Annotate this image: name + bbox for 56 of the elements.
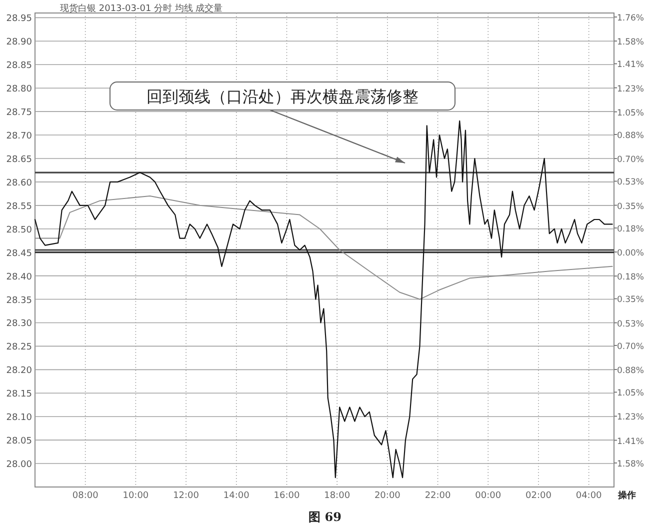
y-tick-label: 28.00 <box>6 460 32 470</box>
y-tick-label: 28.85 <box>6 61 32 72</box>
y-tick-label: 28.90 <box>6 38 32 48</box>
annotation: 回到颈线（口沿处）再次横盘震荡修整 <box>146 87 418 106</box>
y-tick-label: 28.75 <box>6 108 32 118</box>
y-tick-label: 28.45 <box>6 248 32 259</box>
y2-tick-label: 0.18% <box>617 272 644 283</box>
y-tick-label: 28.40 <box>6 272 32 282</box>
y2-tick-label: 1.05% <box>617 388 644 399</box>
y-tick-label: 28.60 <box>6 178 32 188</box>
y2-tick-label: 0.00% <box>617 248 644 259</box>
y-tick-label: 28.55 <box>6 202 32 212</box>
y-tick-label: 28.50 <box>6 225 32 236</box>
y2-tick-label: 0.88% <box>617 131 644 142</box>
x-tick-label: 22:00 <box>424 491 452 501</box>
x-tick-label: 08:00 <box>72 491 99 501</box>
y-tick-label: 28.25 <box>6 342 32 353</box>
y2-tick-label: 1.58% <box>617 38 644 48</box>
y-tick-label: 28.80 <box>6 84 32 95</box>
y2-tick-label: 1.23% <box>617 412 644 423</box>
y2-tick-label: 1.41% <box>617 436 644 447</box>
y2-tick-label: 1.41% <box>617 60 644 70</box>
x-tick-label: 12:00 <box>173 491 200 501</box>
y2-tick-label: 0.70% <box>617 155 644 166</box>
x-tick-label: 00:00 <box>475 491 502 501</box>
y2-tick-label: 1.76% <box>617 14 644 24</box>
y-tick-label: 28.20 <box>6 366 32 376</box>
text: 操作 <box>617 490 636 501</box>
y2-tick-label: 1.05% <box>617 108 644 118</box>
y-tick-label: 28.95 <box>6 14 32 24</box>
y-tick-label: 28.15 <box>6 390 32 400</box>
y-tick-label: 28.05 <box>6 436 32 447</box>
line-series <box>34 120 613 478</box>
y2-tick-label: 1.58% <box>617 459 644 470</box>
y-tick-label: 28.70 <box>6 132 32 142</box>
x-tick-label: 14:00 <box>223 491 250 501</box>
x-tick-label: 16:00 <box>274 491 300 501</box>
y2-tick-label: 0.70% <box>617 342 644 352</box>
y2-tick-label: 0.88% <box>617 366 644 376</box>
x-tick-label: 10:00 <box>122 491 149 501</box>
y2-tick-label: 0.53% <box>617 178 644 188</box>
caption: 图 69 <box>308 510 342 524</box>
y-tick-label: 28.65 <box>6 154 32 165</box>
y2-tick-label: 0.35% <box>617 295 644 306</box>
y2-tick-label: 0.18% <box>617 224 644 234</box>
y-tick-label: 28.10 <box>6 413 32 424</box>
y2-tick-label: 0.35% <box>617 202 644 212</box>
x-tick-label: 20:00 <box>374 491 401 501</box>
y-tick-label: 28.30 <box>6 319 32 330</box>
x-tick-label: 18:00 <box>324 491 350 501</box>
chart-title: 现货白银 2013-03-01 分时 均线 成交量 <box>60 3 223 14</box>
y-tick-label: 28.35 <box>6 296 32 306</box>
x-tick-label: 02:00 <box>526 491 552 501</box>
y2-tick-label: 0.53% <box>617 319 644 330</box>
x-tick-label: 04:00 <box>576 491 602 501</box>
y2-tick-label: 1.23% <box>617 84 644 94</box>
